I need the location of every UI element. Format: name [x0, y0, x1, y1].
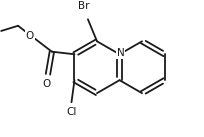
- Text: Br: Br: [78, 1, 90, 11]
- Text: O: O: [26, 31, 34, 41]
- Text: N: N: [117, 48, 124, 58]
- Text: O: O: [43, 79, 51, 89]
- Text: Cl: Cl: [66, 107, 77, 117]
